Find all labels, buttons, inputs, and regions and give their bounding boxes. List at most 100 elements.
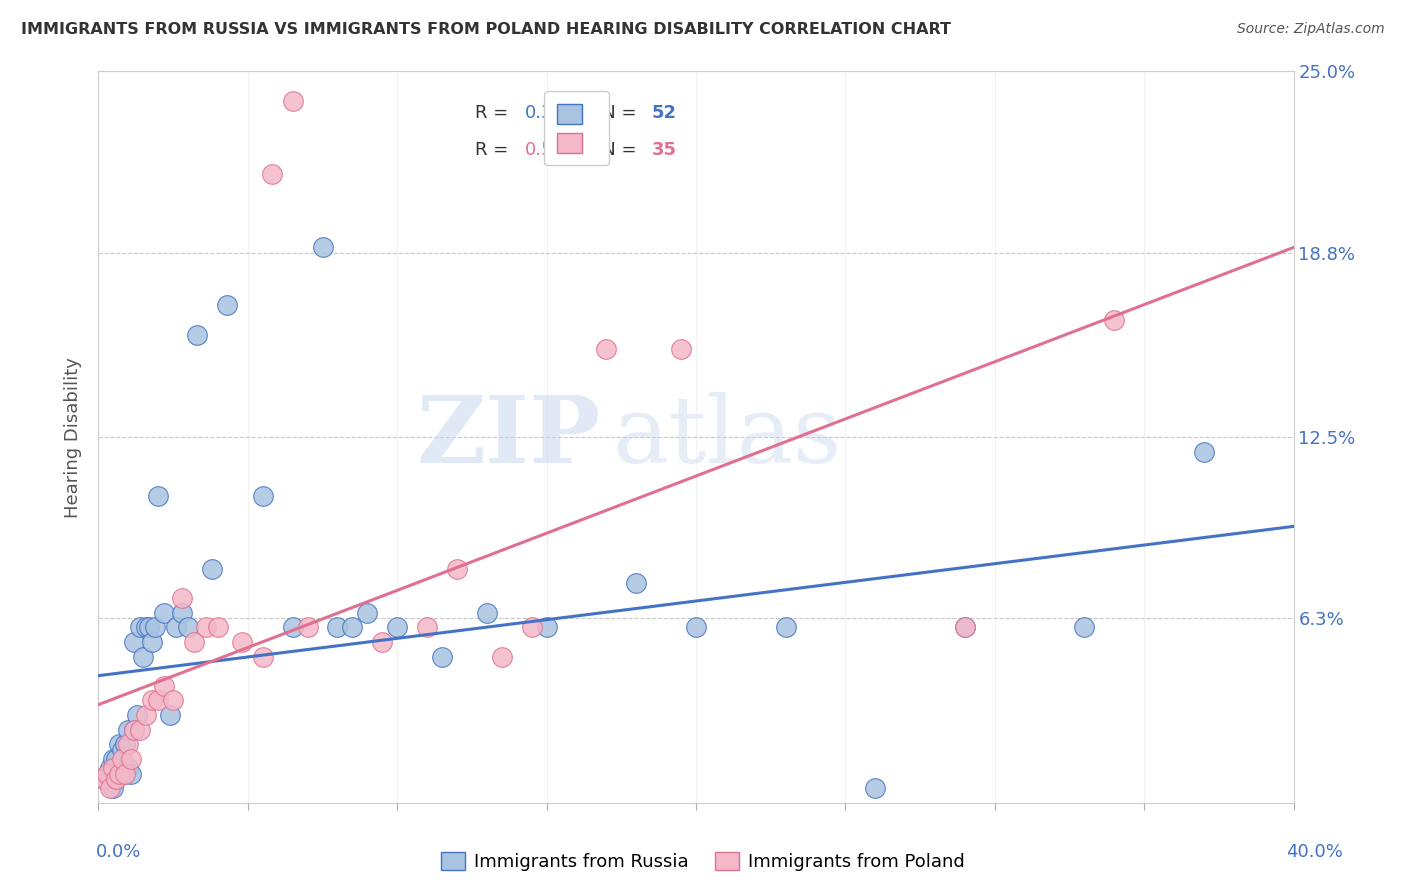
Text: 40.0%: 40.0%	[1286, 843, 1343, 861]
Point	[129, 620, 152, 634]
Point	[207, 620, 229, 634]
Point	[117, 723, 139, 737]
Point	[98, 761, 122, 775]
Point	[153, 679, 176, 693]
Point	[103, 752, 125, 766]
Point	[1073, 620, 1095, 634]
Point	[626, 576, 648, 591]
Point	[120, 752, 142, 766]
Point	[148, 693, 170, 707]
Text: N =: N =	[585, 104, 643, 122]
Point	[685, 620, 707, 634]
Point	[281, 620, 304, 634]
Point	[1104, 313, 1126, 327]
Legend: , : ,	[544, 91, 609, 165]
Point	[108, 737, 131, 751]
Point	[124, 635, 146, 649]
Point	[595, 343, 617, 357]
Point	[141, 635, 163, 649]
Point	[252, 489, 274, 503]
Point	[114, 766, 136, 780]
Point	[953, 620, 976, 634]
Point	[172, 591, 194, 605]
Text: R =: R =	[475, 104, 513, 122]
Point	[141, 693, 163, 707]
Text: Source: ZipAtlas.com: Source: ZipAtlas.com	[1237, 22, 1385, 37]
Text: 0.599: 0.599	[524, 141, 576, 159]
Point	[105, 752, 128, 766]
Point	[775, 620, 797, 634]
Point	[1192, 444, 1215, 458]
Point	[356, 606, 378, 620]
Point	[172, 606, 194, 620]
Point	[520, 620, 543, 634]
Point	[96, 766, 118, 780]
Point	[311, 240, 333, 254]
Text: N =: N =	[585, 141, 643, 159]
Point	[111, 752, 134, 766]
Point	[371, 635, 394, 649]
Point	[231, 635, 253, 649]
Text: 35: 35	[652, 141, 676, 159]
Point	[416, 620, 439, 634]
Point	[93, 772, 115, 787]
Point	[148, 489, 170, 503]
Point	[103, 781, 125, 796]
Point	[105, 772, 128, 787]
Point	[98, 781, 122, 796]
Point	[536, 620, 558, 634]
Point	[124, 723, 146, 737]
Text: 0.0%: 0.0%	[96, 843, 141, 861]
Point	[105, 772, 128, 787]
Point	[132, 649, 155, 664]
Point	[430, 649, 453, 664]
Point	[111, 766, 134, 780]
Point	[195, 620, 218, 634]
Point	[120, 766, 142, 780]
Point	[143, 620, 166, 634]
Text: atlas: atlas	[613, 392, 842, 482]
Text: 0.303: 0.303	[524, 104, 576, 122]
Point	[297, 620, 319, 634]
Point	[98, 766, 122, 780]
Point	[127, 708, 149, 723]
Point	[135, 708, 157, 723]
Point	[135, 620, 157, 634]
Point	[108, 766, 131, 780]
Point	[153, 606, 176, 620]
Point	[111, 743, 134, 757]
Point	[326, 620, 349, 634]
Point	[669, 343, 692, 357]
Point	[108, 766, 131, 780]
Text: ZIP: ZIP	[416, 392, 600, 482]
Legend: Immigrants from Russia, Immigrants from Poland: Immigrants from Russia, Immigrants from …	[434, 846, 972, 879]
Point	[177, 620, 200, 634]
Point	[117, 737, 139, 751]
Point	[215, 298, 238, 312]
Point	[124, 723, 146, 737]
Point	[183, 635, 205, 649]
Point	[165, 620, 187, 634]
Point	[385, 620, 409, 634]
Point	[281, 94, 304, 108]
Point	[953, 620, 976, 634]
Point	[117, 761, 139, 775]
Point	[865, 781, 887, 796]
Point	[129, 723, 152, 737]
Text: 52: 52	[652, 104, 676, 122]
Point	[114, 737, 136, 751]
Point	[491, 649, 513, 664]
Point	[159, 708, 181, 723]
Point	[260, 167, 283, 181]
Point	[138, 620, 160, 634]
Point	[446, 562, 468, 576]
Point	[96, 766, 118, 780]
Y-axis label: Hearing Disability: Hearing Disability	[65, 357, 83, 517]
Text: R =: R =	[475, 141, 513, 159]
Point	[201, 562, 224, 576]
Point	[103, 761, 125, 775]
Point	[93, 772, 115, 787]
Point	[186, 327, 208, 342]
Point	[252, 649, 274, 664]
Point	[342, 620, 364, 634]
